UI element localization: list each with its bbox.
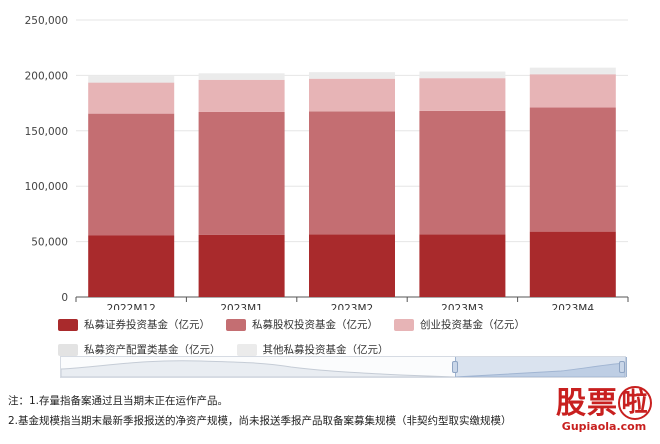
- slider-preview-shape: [61, 360, 625, 377]
- bar-segment: [88, 235, 175, 297]
- legend-label: 私募证券投资基金（亿元）: [84, 319, 210, 331]
- slider-selected-window[interactable]: [455, 357, 627, 377]
- bar-segment: [419, 78, 506, 111]
- bar-segment: [529, 231, 616, 297]
- y-tick-label: 100,000: [25, 181, 68, 193]
- bar-segment: [529, 74, 616, 108]
- y-tick-label: 50,000: [31, 237, 68, 249]
- bar-segment: [529, 107, 616, 232]
- footnote-2: 2.基金规模指当期末最新季报报送的净资产规模，尚未报送季报产品取备案募集规模（非…: [8, 415, 512, 427]
- legend-item[interactable]: 私募证券投资基金（亿元）: [58, 314, 210, 336]
- x-tick-label: 2023M4: [552, 303, 595, 310]
- chart-legend: 私募证券投资基金（亿元） 私募股权投资基金（亿元） 创业投资基金（亿元） 私募资产配置…: [58, 314, 648, 364]
- legend-item[interactable]: 其他私募投资基金（亿元）: [236, 339, 389, 361]
- legend-label: 创业投资基金（亿元）: [420, 319, 525, 331]
- stacked-bar-chart: 0 50,000 100,000 150,000 200,000 250,000 2022M…: [25, 15, 629, 310]
- legend-label: 私募资产配置类基金（亿元）: [84, 344, 221, 356]
- legend-label: 其他私募投资基金（亿元）: [262, 344, 389, 356]
- slider-left-handle[interactable]: [452, 361, 458, 373]
- bar-segment: [419, 234, 506, 297]
- legend-swatch: [58, 319, 78, 331]
- bar-segment: [198, 234, 285, 297]
- bar-segment: [309, 111, 395, 235]
- bar-segment: [529, 73, 616, 75]
- y-tick-label: 200,000: [25, 70, 68, 82]
- bar-segment: [198, 73, 285, 80]
- legend-item[interactable]: 创业投资基金（亿元）: [394, 314, 525, 336]
- watermark-logo-text: 股票: [556, 386, 618, 421]
- bar-segment: [419, 110, 506, 235]
- footnotes: 注：1.存量指备案通过且当期末正在运作产品。 2.基金规模指当期末最新季报报送的…: [8, 391, 512, 431]
- x-tick-label: 2023M1: [220, 303, 262, 310]
- bar-segment: [529, 67, 616, 74]
- legend-swatch: [394, 319, 414, 331]
- legend-label: 私募股权投资基金（亿元）: [252, 319, 378, 331]
- legend-item[interactable]: 私募资产配置类基金（亿元）: [58, 339, 221, 361]
- bar-segment: [198, 111, 285, 235]
- bar-segment: [309, 234, 395, 297]
- bar-segment: [88, 113, 175, 236]
- y-tick-label: 250,000: [25, 15, 68, 27]
- y-tick-label: 0: [61, 292, 68, 304]
- data-zoom-slider[interactable]: [60, 356, 627, 378]
- legend-swatch: [226, 319, 246, 331]
- legend-item[interactable]: 私募股权投资基金（亿元）: [226, 314, 378, 336]
- bar-segment: [419, 71, 506, 78]
- bar-segment: [88, 82, 175, 114]
- legend-swatch: [58, 344, 78, 356]
- bar-segment: [309, 78, 395, 112]
- y-tick-label: 150,000: [25, 126, 68, 138]
- footnote-1: 注：1.存量指备案通过且当期末正在运作产品。: [8, 395, 229, 407]
- bar-segment: [198, 79, 285, 112]
- x-tick-label: 2023M2: [331, 303, 373, 310]
- slider-right-handle[interactable]: [619, 361, 625, 373]
- x-tick-label: 2022M12: [107, 303, 156, 310]
- watermark-url: Gupiaola.com: [561, 420, 647, 433]
- bar-segment: [309, 72, 395, 79]
- watermark-logo: 股票啦 Gupiaola.com: [556, 386, 652, 433]
- x-tick-label: 2023M3: [441, 303, 483, 310]
- legend-swatch: [236, 344, 257, 356]
- watermark-logo-ring: 啦: [618, 386, 652, 420]
- bar-segment: [88, 76, 175, 83]
